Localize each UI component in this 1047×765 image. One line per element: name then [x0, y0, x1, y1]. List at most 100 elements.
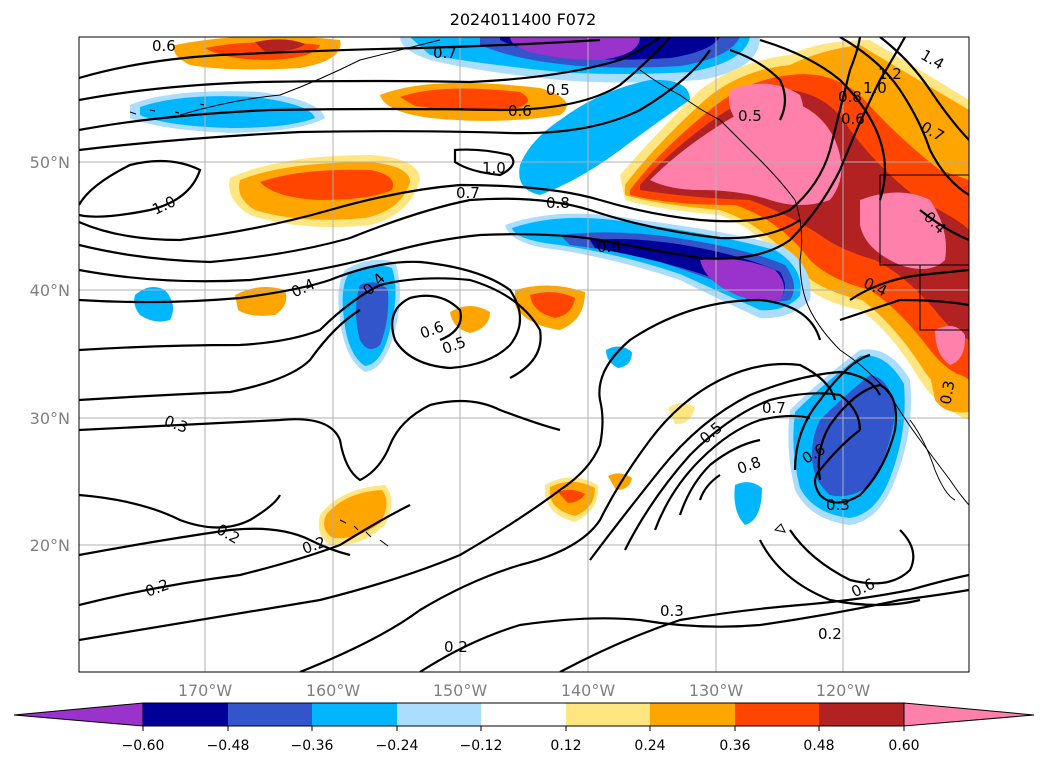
shade-blob-blue-7 — [356, 282, 389, 349]
contour-line — [79, 260, 522, 370]
contour-line — [79, 37, 862, 242]
lon-tick-label: 150°W — [433, 681, 488, 700]
contour-line — [79, 37, 661, 102]
map-plot-area: 0.6 0.7 0.5 0.6 1.2 1.4 1.0 0.8 0.6 0.5 … — [79, 37, 969, 672]
contour-label: 0.8 — [838, 88, 862, 106]
contour-label: 0.6 — [152, 37, 176, 55]
colorbar-segment — [650, 703, 735, 726]
shade-blob-cyan-8 — [134, 286, 174, 322]
colorbar-tick-label: 0.36 — [719, 738, 750, 754]
colorbar-tick-label: 0.48 — [803, 738, 834, 754]
contour-label: 0.6 — [841, 110, 865, 128]
map-frame — [78, 36, 970, 673]
contour-label: 0.2 — [444, 638, 468, 656]
shade-blob-darkred — [255, 39, 305, 52]
contour-label: 1.2 — [878, 65, 902, 83]
contour-label: 0.3 — [660, 602, 684, 620]
contour-line — [589, 370, 881, 561]
lat-tick-label: 20°N — [30, 536, 70, 555]
contour-line — [813, 383, 898, 504]
contour-line — [79, 37, 906, 283]
colorbar-extend-left — [13, 702, 144, 727]
shade-blob-cyan-13 — [606, 346, 632, 368]
lat-tick-label: 40°N — [30, 281, 70, 300]
contour-line — [419, 588, 969, 672]
colorbar-segment — [481, 703, 566, 726]
shade-blob-orange-5 — [930, 372, 969, 413]
map-title: 2024011400 F072 — [450, 10, 597, 29]
contour-line — [79, 37, 671, 132]
contour-line — [759, 539, 921, 607]
colorbar-tick-label: 0.24 — [634, 738, 665, 754]
colorbar-segment — [819, 703, 904, 726]
lon-tick-label: 160°W — [306, 681, 361, 700]
shade-blob-orange-14 — [608, 473, 632, 490]
colorbar-tick-label: −0.36 — [291, 738, 334, 754]
latitude-tick-labels: 50°N 40°N 30°N 20°N — [30, 153, 70, 555]
contour-line — [453, 148, 515, 177]
contour-label: 0.2 — [818, 625, 842, 643]
contour-line — [79, 277, 542, 379]
contour-line — [79, 197, 801, 264]
contour-line — [759, 38, 887, 201]
contour-lines — [79, 37, 969, 672]
colorbar-segment — [312, 703, 397, 726]
contour-line — [79, 298, 822, 642]
shade-blob-cyan-arm — [519, 79, 690, 195]
contour-line — [559, 573, 969, 672]
lon-tick-label: 130°W — [689, 681, 744, 700]
shade-blob-orange-9 — [235, 286, 287, 316]
colorbar-extend-right — [903, 702, 1035, 727]
contour-line — [79, 493, 281, 529]
contour-line — [79, 159, 202, 218]
contour-line — [698, 474, 721, 501]
contour-line — [299, 362, 837, 672]
contour-label: 0.5 — [546, 81, 570, 99]
contour-line — [79, 49, 711, 152]
contour-label: 0.3 — [826, 496, 850, 514]
contour-line — [678, 438, 761, 516]
contour-line — [839, 298, 969, 322]
contour-line — [839, 37, 969, 196]
contour-line — [79, 504, 411, 607]
contour-label: 1.0 — [863, 79, 887, 97]
contour-label: 0.3 — [937, 379, 959, 406]
contour-label: 0.6 — [508, 102, 532, 120]
lat-tick-label: 50°N — [30, 153, 70, 172]
shade-blob-red-15 — [558, 489, 585, 503]
map-gridlines — [79, 37, 969, 672]
colorbar-tick-label: 0.60 — [888, 738, 919, 754]
shade-blob-yellow-12 — [668, 403, 695, 425]
longitude-tick-labels: 170°W 160°W 150°W 140°W 130°W 120°W — [178, 681, 871, 700]
contour-label: 0.7 — [456, 184, 480, 202]
colorbar: −0.60 −0.48 −0.36 −0.24 −0.12 0.12 0.24 … — [13, 702, 1035, 754]
contour-label: 0.6 — [597, 238, 621, 256]
lon-tick-label: 140°W — [561, 681, 616, 700]
contour-line — [729, 48, 787, 121]
contour-line — [879, 37, 969, 141]
colorbar-tick-label: 0.12 — [550, 738, 581, 754]
contour-line — [793, 353, 871, 471]
colorbar-tick-label: −0.12 — [460, 738, 503, 754]
shade-blob-pink-6 — [860, 192, 946, 269]
colorbar-segment — [397, 703, 481, 726]
contour-line — [79, 527, 351, 557]
colorbar-tick-label: −0.48 — [207, 738, 250, 754]
contour-line — [789, 529, 915, 585]
lon-tick-label: 170°W — [178, 681, 233, 700]
shade-blob-cyan-18 — [734, 482, 762, 525]
colorbar-tick-label: −0.60 — [122, 738, 165, 754]
colorbar-segment — [143, 703, 228, 726]
contour-line — [653, 414, 811, 531]
shade-blob-purple-6 — [700, 258, 784, 302]
contour-label: 0.7 — [433, 44, 457, 62]
lon-tick-label: 120°W — [816, 681, 871, 700]
lat-tick-label: 30°N — [30, 409, 70, 428]
shade-blob-red-3 — [260, 169, 394, 200]
colorbar-segment — [735, 703, 819, 726]
contour-line — [919, 209, 969, 242]
shaded-anomaly-fields — [130, 37, 969, 546]
contour-line — [624, 392, 862, 551]
colorbar-tick-label: −0.24 — [376, 738, 419, 754]
contour-line — [79, 38, 601, 80]
